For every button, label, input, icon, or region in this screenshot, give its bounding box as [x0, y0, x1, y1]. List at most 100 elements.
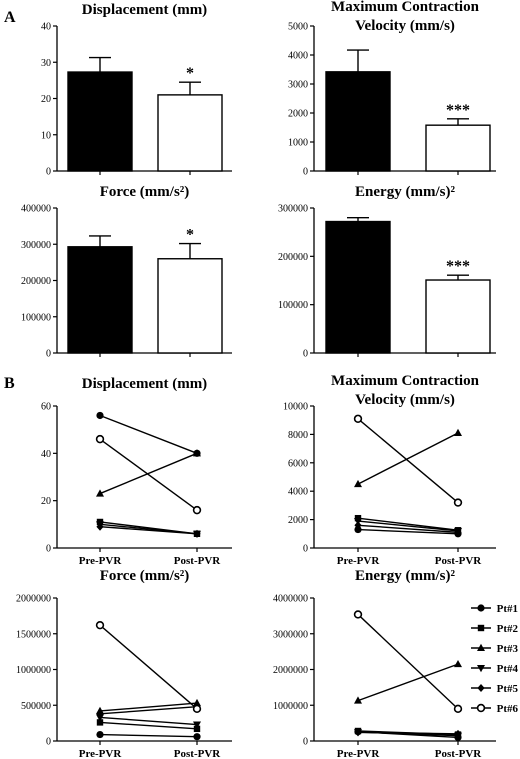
data-point — [96, 522, 104, 531]
y-tick-label: 20 — [41, 94, 51, 105]
y-tick-label: 1000000 — [16, 665, 51, 676]
data-point — [454, 729, 462, 738]
data-point — [96, 709, 104, 718]
y-tick-label: 3000 — [288, 80, 308, 91]
y-tick-label: 500000 — [21, 701, 51, 712]
y-tick-label: 1500000 — [16, 629, 51, 640]
data-point — [95, 620, 105, 630]
y-tick-label: 3000000 — [273, 629, 308, 640]
legend-marker — [477, 643, 485, 651]
series-pt6 — [353, 414, 463, 507]
series-pt4 — [96, 714, 201, 729]
series-pt6 — [353, 610, 463, 714]
panel-title: Displacement (mm) — [82, 2, 207, 18]
data-point — [354, 728, 362, 737]
series-line — [99, 624, 198, 710]
panel-a3: Force (mm/s²) 0 100000 200000 300000 400000 * — [21, 184, 232, 360]
plots: Displacement (mm) 0 10 20 30 40 * Maximum Contr… — [16, 0, 518, 759]
series-line — [99, 716, 198, 726]
data-point — [454, 428, 462, 436]
y-tick-label: 4000 — [288, 51, 308, 62]
bar — [67, 71, 133, 172]
data-point — [353, 610, 363, 619]
data-point — [453, 498, 463, 507]
y-tick-label: 20 — [41, 496, 51, 507]
y-tick-label: 200000 — [21, 276, 51, 287]
series-pt3 — [354, 428, 462, 488]
significance-label: *** — [446, 258, 470, 275]
bar — [157, 258, 223, 354]
series-line — [357, 613, 459, 710]
x-tick-label: Pre-PVR — [337, 555, 381, 567]
bar — [325, 220, 391, 354]
series-line — [99, 733, 198, 738]
panel-a1: Displacement (mm) 0 10 20 30 40 * — [41, 2, 232, 178]
data-point — [192, 505, 202, 515]
x-tick-label: Pre-PVR — [79, 748, 123, 759]
panel-title: Maximum Contraction — [331, 0, 480, 15]
y-tick-label: 5000 — [288, 22, 308, 33]
data-point — [193, 449, 201, 457]
series-pt6 — [95, 434, 202, 515]
y-tick-label: 2000 — [288, 109, 308, 120]
y-tick-label: 0 — [46, 167, 51, 178]
series-line — [99, 702, 198, 712]
section-label-b: B — [4, 375, 15, 392]
legend-label: Pt#3 — [497, 643, 519, 655]
data-point — [193, 698, 201, 707]
y-tick-label: 0 — [46, 544, 51, 555]
y-tick-label: 40 — [41, 22, 51, 33]
y-tick-label: 400000 — [21, 204, 51, 215]
panel-a2: Maximum Contraction Velocity (mm/s) 0 1000 2… — [288, 0, 496, 178]
legend-marker — [477, 665, 485, 673]
significance-label: * — [186, 227, 194, 244]
significance-label: * — [186, 65, 194, 82]
panel-b3: Force (mm/s²) 0 500000 1000000 1500000 200000… — [16, 568, 232, 759]
series-pt5 — [354, 728, 462, 738]
panel-title: Force (mm/s²) — [100, 568, 190, 584]
bar — [325, 71, 391, 172]
panel-title: Force (mm/s²) — [100, 184, 190, 200]
legend-marker — [477, 624, 485, 632]
panel-b4: Energy (mm/s)² 0 1000000 2000000 3000000 4000… — [273, 568, 518, 759]
y-tick-label: 4000 — [288, 487, 308, 498]
series-pt1 — [96, 730, 201, 741]
y-tick-label: 2000 — [288, 515, 308, 526]
panel-b1: Displacement (mm) 0 20 40 60 Pre-PVR Post-PVR — [41, 376, 232, 567]
bar — [67, 246, 133, 354]
y-tick-label: 0 — [46, 737, 51, 748]
section-label-a: A — [4, 9, 16, 26]
legend-marker — [477, 604, 485, 612]
y-tick-label: 300000 — [21, 240, 51, 251]
y-tick-label: 0 — [46, 349, 51, 360]
series-line — [357, 418, 459, 504]
y-tick-label: 0 — [303, 544, 308, 555]
data-point — [453, 704, 463, 714]
series-line — [99, 452, 198, 495]
series-line — [99, 721, 198, 730]
series-line — [99, 705, 198, 715]
data-point — [96, 411, 104, 420]
data-point — [193, 733, 201, 741]
x-tick-label: Post-PVR — [435, 555, 482, 567]
panel-title: Energy (mm/s)² — [355, 184, 455, 200]
y-tick-label: 100000 — [278, 300, 308, 311]
data-point — [454, 528, 462, 537]
series-pt3 — [96, 698, 201, 714]
legend-label: Pt#4 — [497, 663, 519, 675]
series-pt3 — [96, 449, 201, 497]
legend-label: Pt#5 — [497, 683, 519, 695]
data-point — [96, 489, 104, 497]
y-tick-label: 2000000 — [273, 665, 308, 676]
x-tick-label: Post-PVR — [174, 748, 221, 759]
data-point — [96, 730, 104, 739]
legend: Pt#1 Pt#2 Pt#3 Pt#4 Pt#5 Pt#6 — [471, 603, 518, 715]
y-tick-label: 60 — [41, 402, 51, 413]
y-tick-label: 1000 — [288, 138, 308, 149]
y-tick-label: 0 — [303, 349, 308, 360]
x-tick-label: Post-PVR — [174, 555, 221, 567]
series-line — [357, 528, 459, 535]
legend-label: Pt#2 — [497, 623, 519, 635]
data-point — [96, 719, 104, 726]
y-tick-label: 100000 — [21, 312, 51, 323]
